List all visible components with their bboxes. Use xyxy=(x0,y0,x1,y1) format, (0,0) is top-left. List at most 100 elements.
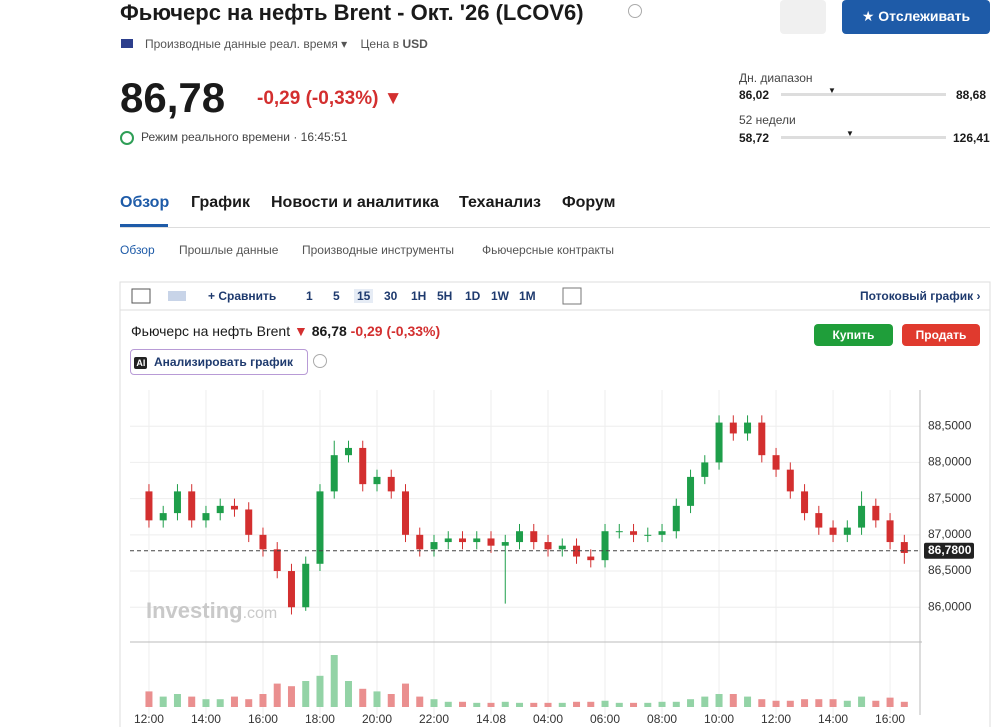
volume-bar xyxy=(872,700,880,707)
subtab[interactable]: Обзор xyxy=(120,243,155,257)
candle-body xyxy=(287,571,295,608)
volume-bar xyxy=(430,699,438,707)
tab[interactable]: График xyxy=(191,194,250,211)
subtab[interactable]: Фьючерсные контракты xyxy=(482,243,615,257)
tab[interactable]: Обзор xyxy=(120,194,170,211)
week52-label: 52 недели xyxy=(739,113,796,127)
candle-body xyxy=(230,505,238,510)
subtab[interactable]: Производные инструменты xyxy=(302,243,454,257)
watermark-suffix: .com xyxy=(242,605,278,622)
candle-body xyxy=(173,491,181,514)
interval[interactable]: 1M xyxy=(519,289,536,303)
volume-bar xyxy=(544,702,552,707)
clock-icon xyxy=(120,131,134,145)
tab-divider xyxy=(120,227,990,228)
tab[interactable]: Форум xyxy=(562,194,616,211)
watch-label: Отслеживать xyxy=(878,8,971,24)
compare-label: Сравнить xyxy=(218,289,277,303)
x-tick-label: 14:00 xyxy=(191,712,221,726)
volume-bar xyxy=(843,700,851,707)
info-icon[interactable] xyxy=(628,4,642,18)
x-tick-label: 04:00 xyxy=(533,712,563,726)
candle-body xyxy=(658,531,666,535)
day-low: 86,02 xyxy=(739,88,770,102)
volume-bar xyxy=(330,655,338,707)
widget-name: Фьючерс на нефть Brent xyxy=(131,323,291,339)
candle-body xyxy=(359,447,367,485)
info-icon[interactable] xyxy=(313,354,327,368)
last-price: 86,78 xyxy=(120,74,226,121)
volume-bar xyxy=(744,696,752,707)
x-tick-label: 12:00 xyxy=(761,712,791,726)
flag xyxy=(121,39,133,48)
interval[interactable]: 1D xyxy=(465,289,481,303)
candle-body xyxy=(744,422,752,434)
interval[interactable]: 30 xyxy=(384,289,398,303)
volume-bar xyxy=(373,691,381,707)
candle-body xyxy=(758,422,766,456)
volume-bar xyxy=(587,701,595,707)
day-high: 88,68 xyxy=(956,88,987,102)
volume-bar xyxy=(772,700,780,707)
subtab[interactable]: Прошлые данные xyxy=(179,243,279,257)
candle-body xyxy=(772,455,780,470)
alert-button[interactable] xyxy=(780,0,826,34)
source: Производные данные реал. время ▾ Цена в … xyxy=(145,37,428,51)
interval[interactable]: 15 xyxy=(354,289,374,303)
volume-bar xyxy=(202,699,210,707)
watch-button[interactable]: ★ Отслеживать xyxy=(842,0,990,34)
candle-body xyxy=(159,513,167,521)
y-tick-label: 87,0000 xyxy=(928,527,972,541)
candle-body xyxy=(644,534,652,536)
compare-button[interactable]: + Сравнить xyxy=(208,289,277,303)
widget-price: 86,78 xyxy=(311,323,347,339)
volume-bar xyxy=(473,702,481,707)
week52-low: 58,72 xyxy=(739,131,770,145)
candle-body xyxy=(587,556,595,561)
candle-body xyxy=(630,531,638,535)
status: Режим реального времени · 16:45:51 xyxy=(141,130,348,144)
volume-bar xyxy=(786,700,794,707)
candle-body xyxy=(387,476,395,492)
x-tick-label: 06:00 xyxy=(590,712,620,726)
candle-body xyxy=(302,563,310,608)
tab-underline xyxy=(120,224,168,227)
volume-bar xyxy=(630,702,638,707)
volume-bar xyxy=(815,699,823,707)
buy-button[interactable]: Купить xyxy=(814,324,893,346)
day-range-label: Дн. диапазон xyxy=(739,71,813,85)
candle-body xyxy=(544,542,552,550)
volume-bar xyxy=(245,699,253,707)
volume-bar xyxy=(672,701,680,707)
interval[interactable]: 1 xyxy=(306,289,313,303)
last-price-tag xyxy=(924,542,974,559)
sell-button[interactable]: Продать xyxy=(902,324,980,346)
candle-body xyxy=(330,455,338,492)
widget-frame xyxy=(119,281,991,727)
candle-body xyxy=(886,520,894,543)
candle-body xyxy=(401,491,409,535)
interval[interactable]: 1W xyxy=(491,289,509,303)
plot-area xyxy=(130,390,920,720)
volume-bar xyxy=(701,696,709,707)
ai-badge: AI xyxy=(134,357,148,369)
tab[interactable]: Теханализ xyxy=(459,194,541,211)
volume-bar xyxy=(715,694,723,707)
candle-body xyxy=(530,531,538,543)
candle-body xyxy=(501,542,509,546)
stream-link[interactable]: Потоковый график › xyxy=(860,289,981,303)
tab[interactable]: Новости и аналитика xyxy=(271,194,439,211)
change: -0,29 xyxy=(257,88,301,109)
last-price-label: 86,7800 xyxy=(928,543,972,557)
interval[interactable]: 5 xyxy=(333,289,340,303)
volume-bar xyxy=(687,699,695,707)
widget-change-pct: (-0,33%) xyxy=(386,323,441,339)
candle-body xyxy=(444,538,452,543)
candle-body xyxy=(259,534,267,550)
interval[interactable]: 1H xyxy=(411,289,427,303)
volume-bar xyxy=(416,696,424,707)
interval[interactable]: 5H xyxy=(437,289,453,303)
analyze-button[interactable]: AI Анализировать график xyxy=(130,349,308,375)
volume-bar xyxy=(302,681,310,707)
